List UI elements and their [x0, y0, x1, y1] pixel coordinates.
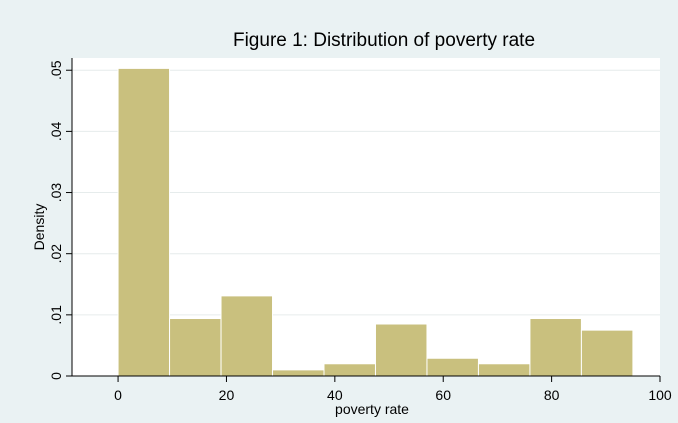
histogram-bar: [117, 67, 171, 377]
y-tick-label: .01: [48, 305, 64, 325]
x-tick-label: 80: [544, 387, 560, 403]
y-tick-label: .04: [48, 121, 64, 141]
histogram-bar: [426, 357, 479, 377]
x-axis-label: poverty rate: [335, 401, 409, 417]
histogram-bar: [529, 318, 582, 377]
y-tick-label: .02: [48, 244, 64, 264]
histogram-bar: [374, 323, 428, 377]
histogram-bar: [169, 318, 222, 377]
y-tick-label: .05: [48, 60, 64, 80]
histogram-bar: [323, 363, 376, 377]
y-axis-label: Density: [31, 204, 47, 251]
y-tick-label: 0: [48, 372, 64, 380]
histogram-bar: [272, 369, 325, 377]
chart-title: Figure 1: Distribution of poverty rate: [233, 30, 535, 51]
histogram-bar: [580, 329, 634, 377]
x-tick-label: 0: [114, 387, 122, 403]
x-tick-label: 40: [327, 387, 343, 403]
x-tick-label: 100: [648, 387, 672, 403]
x-tick-label: 60: [435, 387, 451, 403]
y-tick-label: .03: [48, 183, 64, 203]
histogram-bar: [477, 363, 531, 377]
x-tick-label: 20: [219, 387, 235, 403]
histogram-bar: [220, 295, 274, 377]
